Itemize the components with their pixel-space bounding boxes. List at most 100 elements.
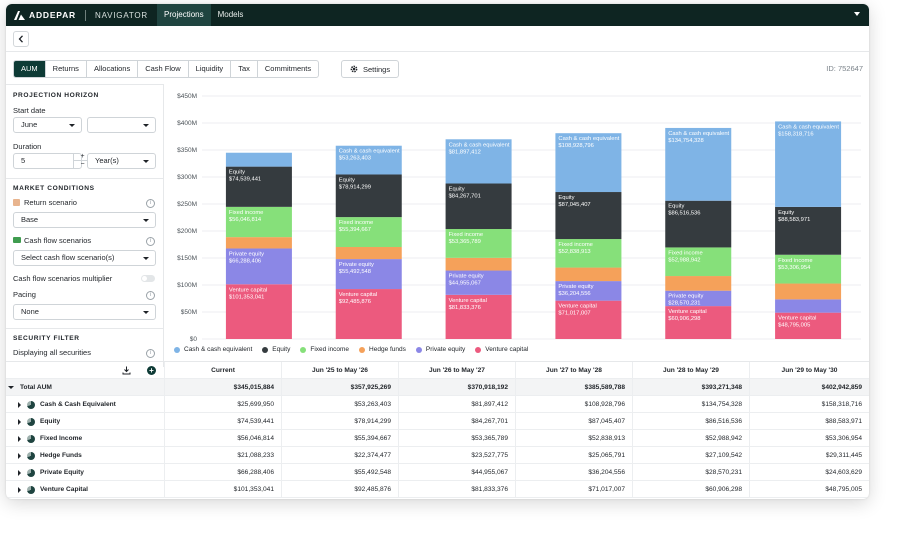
table-cell: $53,365,789 bbox=[398, 430, 515, 447]
column-header[interactable]: Jun '28 to May '29 bbox=[632, 362, 749, 379]
bar-segment-venture-capital bbox=[225, 284, 292, 339]
row-name[interactable]: Venture Capital bbox=[18, 481, 88, 498]
duration-input[interactable]: 5 + − bbox=[13, 153, 91, 169]
table-cell: $84,267,701 bbox=[398, 413, 515, 430]
legend-item-fixed-income[interactable]: Fixed income bbox=[300, 346, 349, 353]
bar-segment-equity bbox=[775, 206, 842, 255]
table-cell: $36,204,556 bbox=[515, 464, 632, 481]
account-menu-chevron-icon[interactable] bbox=[854, 12, 860, 16]
row-name[interactable]: Cash & Cash Equivalent bbox=[18, 396, 116, 413]
bar-segment-private-equity bbox=[775, 299, 842, 313]
column-header[interactable]: Jun '25 to May '26 bbox=[281, 362, 398, 379]
legend-item-cash[interactable]: Cash & cash equivalent bbox=[174, 346, 252, 353]
info-icon[interactable]: i bbox=[146, 237, 155, 246]
info-icon[interactable]: i bbox=[146, 291, 155, 300]
settings-button[interactable]: Settings bbox=[341, 60, 400, 78]
bar-segment-private-equity bbox=[665, 290, 732, 307]
table-actions: + bbox=[6, 362, 164, 379]
column-header[interactable]: Jun '27 to May '28 bbox=[515, 362, 632, 379]
tab-commitments[interactable]: Commitments bbox=[264, 64, 312, 73]
table-row-total[interactable]: Total AUM $345,015,884 $357,925,269 $370… bbox=[6, 379, 869, 396]
bar-label-value: $78,914,299 bbox=[339, 184, 371, 190]
table-cell: $71,017,007 bbox=[515, 481, 632, 498]
start-month-select[interactable]: June bbox=[13, 117, 82, 133]
expand-icon[interactable] bbox=[18, 486, 21, 493]
tab-tax[interactable]: Tax bbox=[231, 61, 258, 77]
column-header[interactable]: Jun '26 to May '27 bbox=[398, 362, 515, 379]
legend-item-hedge-funds[interactable]: Hedge funds bbox=[359, 346, 406, 353]
bar-label-value: $101,353,041 bbox=[229, 294, 264, 300]
row-label: Hedge Funds bbox=[40, 452, 82, 459]
legend-label: Private equity bbox=[425, 346, 466, 353]
table-row[interactable]: Fixed Income $56,046,814 $55,394,667 $53,36… bbox=[6, 430, 869, 447]
start-year-select[interactable] bbox=[87, 117, 156, 133]
bar-label-series: Fixed income bbox=[449, 232, 483, 238]
chevron-left-icon bbox=[18, 35, 23, 43]
app-window: ADDEPAR NAVIGATOR Projections Models AUM… bbox=[6, 4, 869, 499]
multiplier-toggle[interactable] bbox=[141, 275, 155, 282]
tab-aum[interactable]: AUM bbox=[14, 61, 46, 77]
table-row[interactable]: Private Equity $66,288,406 $55,492,548 $44,… bbox=[6, 464, 869, 481]
tab-allocations[interactable]: Allocations bbox=[87, 61, 139, 77]
return-scenario-select[interactable]: Base bbox=[13, 212, 156, 228]
add-icon[interactable]: + bbox=[147, 366, 156, 375]
nav-tab-models[interactable]: Models bbox=[217, 10, 244, 19]
increment-icon[interactable]: + bbox=[74, 153, 91, 161]
legend-swatch bbox=[300, 346, 307, 353]
table-cell: $53,263,403 bbox=[281, 396, 398, 413]
bar-label-value: $28,570,231 bbox=[668, 301, 700, 307]
bar-label-series: Equity bbox=[668, 204, 684, 210]
duration-unit-select[interactable]: Year(s) bbox=[87, 153, 156, 169]
collapse-icon[interactable] bbox=[8, 386, 14, 389]
table-cell: $87,045,407 bbox=[515, 413, 632, 430]
column-header[interactable]: Current bbox=[164, 362, 281, 379]
table-row[interactable]: Equity $74,539,441 $78,914,299 $84,267,701 $… bbox=[6, 413, 869, 430]
table-row[interactable]: Hedge Funds $21,088,233 $22,374,477 $23,527… bbox=[6, 447, 869, 464]
bar-segment-equity bbox=[225, 166, 292, 207]
y-tick-label: $250M bbox=[177, 201, 197, 208]
row-name[interactable]: Fixed Income bbox=[18, 430, 82, 447]
table-row[interactable]: Venture Capital $101,353,041 $92,485,876 $8… bbox=[6, 481, 869, 498]
bar-label-value: $158,318,716 bbox=[778, 131, 813, 137]
tab-liquidity[interactable]: Liquidity bbox=[189, 61, 232, 77]
table-cell: $44,955,067 bbox=[398, 464, 515, 481]
bar-label-series: Equity bbox=[558, 195, 574, 201]
row-name[interactable]: Private Equity bbox=[18, 464, 84, 481]
table-cell: $24,603,629 bbox=[749, 464, 869, 481]
duration-unit-value: Year(s) bbox=[95, 156, 119, 165]
row-name[interactable]: Total AUM bbox=[8, 379, 52, 396]
nav-tab-projections[interactable]: Projections bbox=[157, 4, 211, 26]
table-row[interactable]: Cash & Cash Equivalent $25,699,950 $53,263… bbox=[6, 396, 869, 413]
section-label: NAVIGATOR bbox=[95, 10, 149, 20]
table-cell: $29,311,445 bbox=[749, 447, 869, 464]
allocation-pie-icon bbox=[27, 451, 35, 460]
info-icon[interactable]: i bbox=[146, 349, 155, 358]
pacing-select[interactable]: None bbox=[13, 304, 156, 320]
multiplier-label: Cash flow scenarios multiplier bbox=[13, 274, 113, 283]
expand-icon[interactable] bbox=[18, 435, 21, 442]
expand-icon[interactable] bbox=[18, 452, 21, 459]
row-name[interactable]: Hedge Funds bbox=[18, 447, 82, 464]
decrement-icon[interactable]: − bbox=[80, 161, 85, 168]
expand-icon[interactable] bbox=[18, 401, 21, 408]
tab-cash-flow[interactable]: Cash Flow bbox=[138, 61, 189, 77]
cash-flow-scenarios-select[interactable]: Select cash flow scenario(s) bbox=[13, 250, 156, 266]
row-name[interactable]: Equity bbox=[18, 413, 60, 430]
market-conditions-heading: MARKET CONDITIONS bbox=[13, 185, 95, 192]
column-header[interactable]: Jun '29 to May '30 bbox=[749, 362, 869, 379]
expand-icon[interactable] bbox=[18, 418, 21, 425]
download-icon[interactable] bbox=[122, 366, 131, 375]
legend-item-private-equity[interactable]: Private equity bbox=[415, 346, 466, 353]
back-button[interactable] bbox=[13, 31, 29, 47]
chevron-down-icon bbox=[143, 219, 149, 222]
tab-returns[interactable]: Returns bbox=[46, 61, 87, 77]
bar-label-value: $84,267,701 bbox=[449, 194, 481, 200]
legend-item-equity[interactable]: Equity bbox=[262, 346, 290, 353]
duration-stepper[interactable]: + − bbox=[73, 153, 91, 169]
info-icon[interactable]: i bbox=[146, 199, 155, 208]
legend-item-venture-capital[interactable]: Venture capital bbox=[475, 346, 528, 353]
bar-segment-cash bbox=[665, 127, 732, 201]
brand-logo[interactable]: ADDEPAR bbox=[14, 10, 76, 20]
bar-segment-fixed-income bbox=[665, 247, 732, 277]
expand-icon[interactable] bbox=[18, 469, 21, 476]
